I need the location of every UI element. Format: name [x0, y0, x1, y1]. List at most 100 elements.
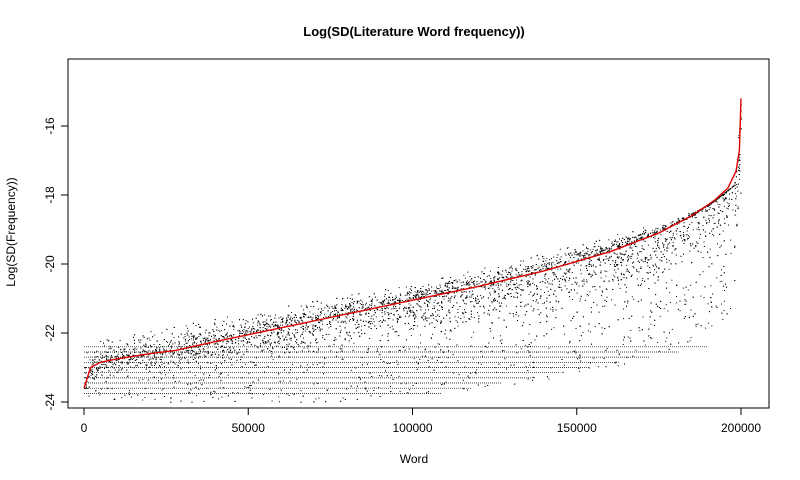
- scatter-point: [131, 358, 133, 360]
- scatter-point: [272, 346, 273, 348]
- scatter-point: [214, 335, 216, 336]
- scatter-point: [700, 295, 702, 297]
- scatter-point: [320, 320, 322, 322]
- scatter-point: [624, 253, 626, 255]
- scatter-point: [244, 336, 246, 338]
- scatter-point: [297, 320, 299, 321]
- scatter-point: [464, 366, 466, 368]
- scatter-point: [594, 272, 596, 274]
- scatter-point: [464, 277, 466, 279]
- scatter-point: [511, 268, 513, 270]
- scatter-point: [579, 357, 581, 359]
- scatter-point: [489, 287, 491, 289]
- scatter-point: [169, 341, 171, 343]
- scatter-point: [148, 350, 150, 352]
- scatter-point: [465, 321, 467, 323]
- scatter-point: [617, 276, 619, 278]
- scatter-point: [298, 345, 300, 347]
- scatter-point: [250, 385, 252, 386]
- scatter-point: [537, 288, 538, 290]
- scatter-point: [647, 235, 649, 237]
- scatter-point: [568, 252, 570, 254]
- scatter-point: [425, 294, 427, 296]
- scatter-point: [639, 251, 641, 253]
- scatter-point: [339, 325, 341, 327]
- scatter-point: [346, 331, 348, 333]
- scatter-point: [614, 269, 616, 271]
- scatter-point: [449, 282, 451, 284]
- scatter-point: [399, 300, 401, 302]
- scatter-point: [387, 290, 389, 291]
- scatter-point: [439, 290, 441, 292]
- scatter-point: [734, 187, 736, 189]
- scatter-point: [433, 305, 435, 307]
- scatter-point: [690, 284, 692, 286]
- scatter-point: [404, 294, 406, 296]
- scatter-point: [475, 298, 477, 299]
- scatter-point: [130, 352, 132, 354]
- scatter-point: [389, 327, 391, 329]
- scatter-point: [371, 303, 373, 305]
- scatter-point: [550, 308, 552, 310]
- scatter-point: [598, 246, 600, 247]
- scatter-point: [257, 314, 259, 316]
- scatter-point: [633, 267, 635, 269]
- scatter-point: [654, 282, 656, 284]
- scatter-point: [256, 346, 258, 348]
- scatter-point: [702, 271, 704, 273]
- scatter-point: [372, 318, 374, 320]
- scatter-point: [422, 355, 424, 357]
- scatter-point: [226, 336, 228, 338]
- scatter-point: [279, 401, 280, 403]
- scatter-point: [533, 284, 535, 286]
- scatter-point: [594, 253, 596, 255]
- scatter-point: [627, 270, 629, 272]
- scatter-point: [286, 393, 288, 395]
- scatter-point: [444, 295, 446, 297]
- scatter-point: [510, 279, 512, 281]
- scatter-point: [672, 246, 674, 247]
- scatter-point: [252, 322, 254, 324]
- scatter-point: [264, 341, 266, 343]
- scatter-point: [170, 397, 172, 399]
- scatter-point: [719, 204, 721, 205]
- scatter-point: [95, 361, 97, 363]
- scatter-point: [504, 358, 506, 360]
- scatter-point: [89, 359, 91, 361]
- scatter-point: [724, 192, 726, 194]
- scatter-point: [452, 282, 454, 284]
- scatter-point: [167, 345, 169, 347]
- scatter-point: [335, 310, 337, 311]
- scatter-point: [652, 233, 654, 235]
- scatter-point: [189, 345, 191, 346]
- scatter-point: [341, 309, 343, 310]
- scatter-point: [675, 248, 677, 250]
- scatter-point: [698, 226, 699, 228]
- scatter-point: [405, 315, 406, 317]
- scatter-point: [399, 390, 401, 392]
- scatter-point: [670, 225, 671, 227]
- scatter-point: [272, 323, 274, 325]
- scatter-point: [525, 266, 527, 268]
- scatter-point: [548, 347, 550, 349]
- scatter-point: [667, 245, 669, 247]
- scatter-point: [610, 246, 612, 248]
- scatter-point: [428, 309, 429, 311]
- scatter-point: [409, 314, 411, 316]
- scatter-point: [169, 352, 171, 354]
- scatter-point: [715, 200, 717, 202]
- scatter-point: [330, 311, 332, 313]
- scatter-point: [260, 330, 261, 332]
- scatter-point: [127, 354, 128, 356]
- scatter-point: [360, 299, 362, 301]
- scatter-point: [130, 396, 132, 398]
- scatter-point: [634, 243, 636, 245]
- scatter-point: [666, 261, 668, 263]
- scatter-point: [253, 336, 255, 338]
- scatter-point: [239, 349, 240, 351]
- scatter-point: [259, 335, 261, 337]
- scatter-point: [281, 329, 283, 331]
- scatter-point: [551, 258, 552, 260]
- scatter-point: [371, 306, 372, 308]
- scatter-point: [232, 336, 234, 338]
